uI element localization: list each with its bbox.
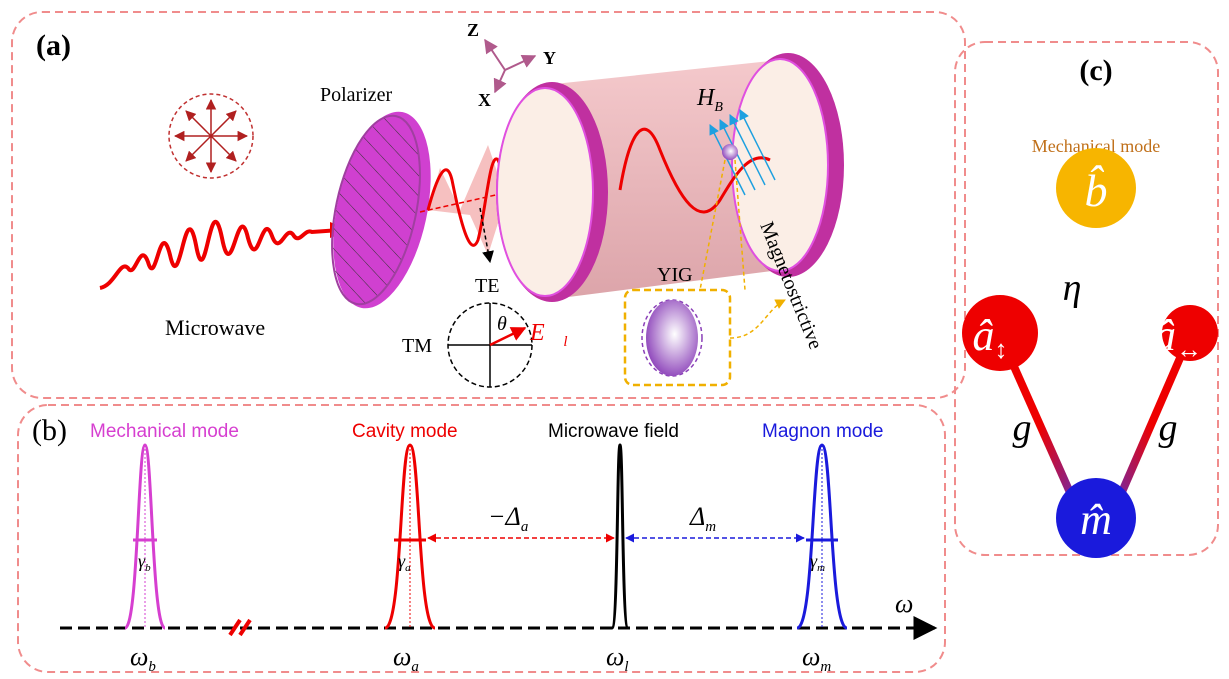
- freq-label: ωb: [130, 642, 156, 675]
- theta-label: θ: [497, 313, 507, 335]
- node-label: m̂: [1080, 495, 1112, 544]
- freq-label: ωm: [802, 642, 831, 675]
- microwave-label: Microwave: [165, 315, 265, 340]
- polarizer-label: Polarizer: [320, 84, 393, 106]
- mode-name: Mechanical mode: [90, 421, 239, 442]
- cavity-end: [497, 88, 593, 296]
- width-label: γa: [398, 551, 411, 574]
- panel-b-frame: [18, 405, 945, 672]
- yig-deformed: [646, 300, 698, 376]
- width-label: γm: [810, 551, 825, 574]
- magnon-peak: [797, 445, 847, 628]
- figure: (a) Z Y X Microwave Polarizer TE TM θ E⃗…: [0, 0, 1229, 679]
- mechanical-peak: [125, 445, 165, 628]
- microwave-wave: [100, 222, 340, 288]
- freq-label: ωa: [393, 642, 419, 675]
- microwave-peak: [612, 445, 628, 628]
- polarization-icon: [169, 94, 253, 178]
- axis-y: Y: [543, 48, 556, 68]
- tm-label: TM: [402, 335, 432, 357]
- magnetostriction-arrow: [730, 300, 785, 338]
- axes-icon: [485, 40, 535, 92]
- axis-z: Z: [467, 20, 479, 40]
- mode-name: Magnon mode: [762, 421, 883, 442]
- panel-label: (a): [36, 29, 71, 62]
- mode-name: Cavity mode: [352, 421, 458, 442]
- axis-x: X: [478, 90, 491, 110]
- coupling-label: g: [1013, 407, 1032, 449]
- axis-label: ω: [895, 589, 913, 618]
- mode-name: Microwave field: [548, 421, 679, 442]
- yig-label: YIG: [657, 264, 693, 286]
- detuning-label: −Δa: [488, 502, 528, 535]
- width-label: γb: [138, 551, 151, 574]
- detuning-label: Δm: [689, 502, 716, 535]
- e-field-label: E⃗l: [529, 320, 568, 350]
- cavity-peak: [385, 445, 435, 628]
- coupling-label: η: [1063, 267, 1082, 309]
- node-label: b̂: [1085, 165, 1108, 216]
- yig-sphere: [722, 144, 738, 160]
- te-label: TE: [475, 275, 499, 297]
- panel-label: (b): [32, 414, 67, 447]
- coupling-label: g: [1159, 407, 1178, 449]
- e-vector: [490, 328, 525, 345]
- panel-label: (c): [1079, 54, 1112, 87]
- freq-label: ωl: [606, 642, 629, 675]
